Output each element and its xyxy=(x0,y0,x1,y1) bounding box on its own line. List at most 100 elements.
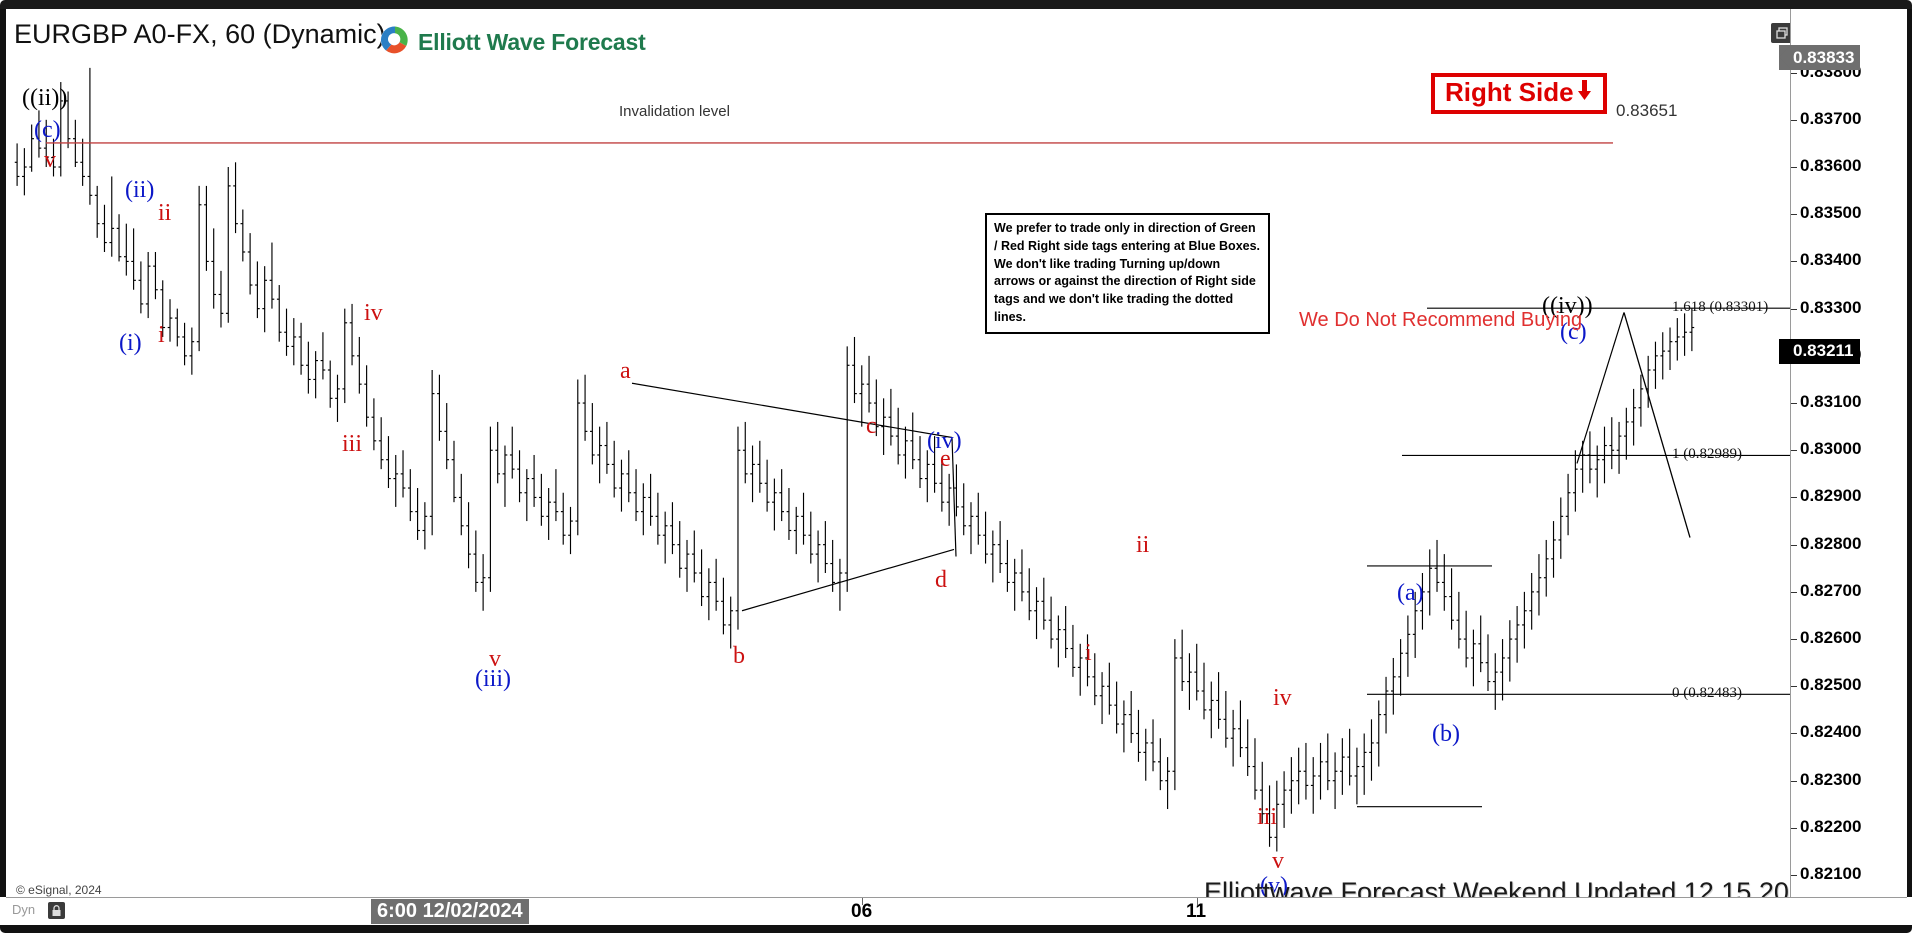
price-axis-label: 0.83300 xyxy=(1800,297,1862,317)
window-bottom-border xyxy=(0,925,1912,933)
price-axis-tick xyxy=(1791,72,1797,74)
wave-label: (b) xyxy=(1432,721,1460,747)
price-axis-label: 0.83100 xyxy=(1800,392,1862,412)
price-axis-label: 0.82400 xyxy=(1800,722,1862,742)
lock-icon[interactable] xyxy=(48,902,65,919)
wave-label: d xyxy=(935,567,947,593)
price-axis-tick xyxy=(1791,403,1797,405)
price-axis-tick xyxy=(1791,639,1797,641)
wave-label: e xyxy=(940,446,951,472)
price-axis-label: 0.83500 xyxy=(1800,203,1862,223)
price-axis-label: 0.83000 xyxy=(1800,439,1862,459)
price-axis-label: 0.83400 xyxy=(1800,250,1862,270)
ohlc-bars-layer xyxy=(14,67,1695,852)
price-plot-area[interactable]: ((ii)) (c) v (ii) ii (i) i iv iii v (iii) a b c d e (iv)… xyxy=(12,49,1796,924)
price-axis-label: 0.82300 xyxy=(1800,769,1862,789)
symbol-title: EURGBP A0-FX, 60 (Dynamic) xyxy=(14,19,386,49)
triangle-upper-trendline xyxy=(631,382,953,439)
wave-label: i xyxy=(1085,640,1092,666)
fib-level-label: 0 (0.82483) xyxy=(1672,685,1742,702)
price-axis-label: 0.82100 xyxy=(1800,864,1862,884)
price-axis-label: 0.82200 xyxy=(1800,816,1862,836)
price-axis-tick xyxy=(1791,450,1797,452)
wave-label: iii xyxy=(342,431,363,457)
wave-label: (ii) xyxy=(125,177,155,203)
wave-label: c xyxy=(866,413,877,439)
price-axis-label: 0.82700 xyxy=(1800,580,1862,600)
price-axis-tick xyxy=(1791,214,1797,216)
wave-label: v xyxy=(1272,848,1284,874)
arrow-down-icon xyxy=(1576,79,1593,106)
price-axis-tick xyxy=(1791,167,1797,169)
time-axis-label: 06 xyxy=(851,901,873,922)
time-axis[interactable]: Dyn 06 11 6:00 12/02/2024 xyxy=(6,897,1907,925)
wave-label: v xyxy=(44,147,56,173)
wave-label: ii xyxy=(158,200,172,226)
price-axis-tick xyxy=(1791,733,1797,735)
price-axis-tick xyxy=(1791,544,1797,546)
elliott-wave-swirl-logo-icon xyxy=(380,25,410,60)
window-right-border xyxy=(1907,9,1912,897)
price-axis-tick xyxy=(1791,119,1797,121)
wave-label: ((iv)) xyxy=(1542,293,1593,319)
copyright-label: © eSignal, 2024 xyxy=(16,883,102,897)
price-axis-label: 0.82800 xyxy=(1800,533,1862,553)
price-axis-label: 0.83600 xyxy=(1800,156,1862,176)
wave-label: (a) xyxy=(1397,580,1424,606)
wave-label: v xyxy=(489,646,501,672)
wave-label: a xyxy=(620,358,631,384)
invalidation-level-label: Invalidation level xyxy=(619,103,730,120)
price-axis-tick xyxy=(1791,827,1797,829)
last-price-tag: 0.83211 xyxy=(1779,338,1860,364)
price-axis-tick xyxy=(1791,497,1797,499)
price-axis-tick xyxy=(1791,780,1797,782)
current-time-tag: 6:00 12/02/2024 xyxy=(371,899,529,924)
fib-level-label: 1.618 (0.83301) xyxy=(1672,299,1769,316)
wave-label: (c) xyxy=(34,117,61,143)
price-axis[interactable]: 0.83800 0.83700 0.83600 0.83500 0.83400 0.833… xyxy=(1779,9,1907,897)
wave-label: i xyxy=(158,322,165,348)
time-axis-tick xyxy=(1197,898,1198,905)
wave-label: ((ii)) xyxy=(22,85,68,111)
wave-label: (v) xyxy=(1260,873,1288,899)
no-buy-warning: We Do Not Recommend Buying xyxy=(1299,309,1583,331)
drawing-tools-layer xyxy=(46,142,1794,808)
price-axis-tick xyxy=(1791,686,1797,688)
wave-label: (iv) xyxy=(927,428,962,454)
window-left-border xyxy=(0,9,6,897)
wave-label: iv xyxy=(364,300,383,326)
chart-pane: EURGBP A0-FX, 60 (Dynamic) Elliott Wave … xyxy=(6,9,1907,925)
fib-level-label: 1 (0.82989) xyxy=(1672,446,1742,463)
price-axis-tick xyxy=(1791,261,1797,263)
wave-label: b xyxy=(733,643,745,669)
projection-down-leg xyxy=(1623,312,1691,538)
restore-window-icon[interactable] xyxy=(1771,23,1792,43)
trading-rules-box: We prefer to trade only in direction of … xyxy=(985,213,1270,334)
price-axis-tick xyxy=(1791,308,1797,310)
wave-label: ii xyxy=(1136,532,1150,558)
dyn-label: Dyn xyxy=(12,902,36,917)
price-axis-label: 0.83700 xyxy=(1800,108,1862,128)
session-high-tag: 0.83833 xyxy=(1779,45,1861,71)
price-axis-label: 0.82600 xyxy=(1800,628,1862,648)
projection-up-leg xyxy=(1576,312,1625,464)
wave-label: iii xyxy=(1257,804,1278,830)
time-axis-tick xyxy=(862,898,863,905)
price-axis-label: 0.82500 xyxy=(1800,675,1862,695)
triangle-lower-trendline xyxy=(741,548,955,612)
wave-label: iv xyxy=(1273,685,1292,711)
price-axis-tick xyxy=(1791,875,1797,877)
brand-name: Elliott Wave Forecast xyxy=(418,29,646,55)
price-axis-tick xyxy=(1791,591,1797,593)
price-axis-label: 0.82900 xyxy=(1800,486,1862,506)
window-titlebar xyxy=(0,0,1912,9)
right-side-badge: Right Side xyxy=(1431,73,1607,115)
wave-label: (iii) xyxy=(475,666,511,692)
wave-label: (c) xyxy=(1560,319,1587,345)
right-side-label: Right Side xyxy=(1445,77,1574,107)
triangle-e-leg xyxy=(951,437,957,557)
wave-label: (i) xyxy=(119,330,142,356)
time-axis-label: 11 xyxy=(1186,901,1207,922)
brand-logo-group: Elliott Wave Forecast xyxy=(380,25,646,60)
